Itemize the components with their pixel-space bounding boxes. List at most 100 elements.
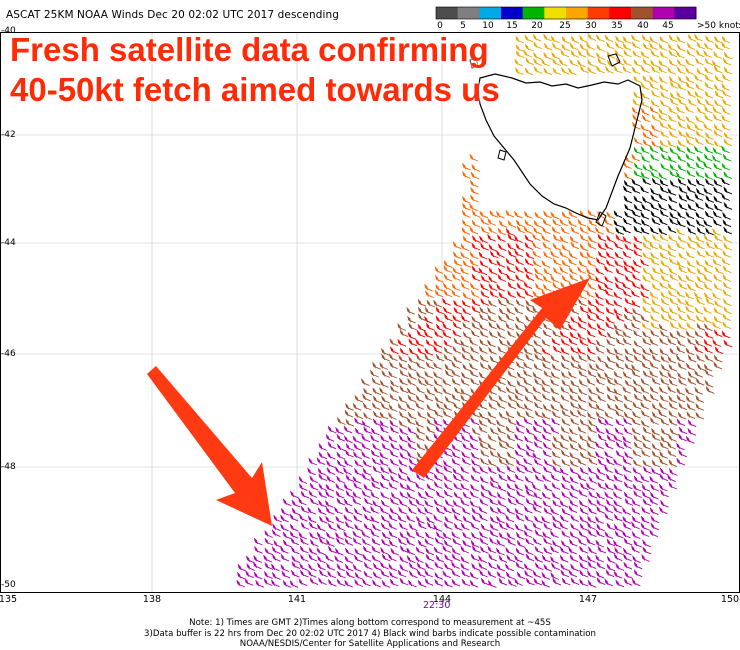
wind-barb [624,172,633,180]
wind-barb [561,43,570,52]
wind-barb [622,282,631,290]
wind-barb [650,49,660,58]
wind-barb [309,475,319,484]
wind-barb [613,65,623,74]
wind-barb [677,412,687,420]
wind-barb [489,497,498,506]
wind-barb [353,451,362,460]
wind-barb [462,531,471,540]
wind-barb [714,300,723,308]
wind-barb [587,307,597,315]
wind-barb [678,378,687,386]
wind-barb [623,427,633,435]
wind-barb [659,506,668,515]
wind-barb [424,499,434,508]
wind-barb [524,234,534,243]
wind-barb [299,563,308,571]
wind-barb [451,361,461,369]
wind-barb [399,564,409,572]
wind-barb [507,538,516,546]
wind-barb [480,217,489,226]
wind-barb [676,345,685,354]
wind-barb [678,202,688,211]
wind-barb [444,499,454,508]
wind-barb [713,218,722,227]
wind-barb [443,489,453,498]
wind-barb [685,138,695,146]
wind-barb [551,562,560,571]
wind-barb [487,339,496,348]
wind-barb [417,313,427,322]
wind-barb [506,507,515,515]
wind-barb [604,418,614,427]
wind-barb [651,283,661,291]
wind-barb [408,322,417,331]
wind-barb [353,443,363,451]
wind-barb [498,412,508,420]
wind-barb [687,428,697,436]
legend-swatch [652,7,675,19]
wind-barb [479,498,489,506]
wind-barb [523,403,533,412]
wind-barb [660,291,670,300]
wind-barb [578,298,587,307]
wind-barb [534,401,543,410]
wind-barb [453,337,463,346]
wind-barb [552,499,562,508]
wind-barb [696,219,705,228]
wind-barb [371,427,380,436]
wind-barb [650,522,660,531]
wind-barb [453,300,462,308]
wind-barb [389,507,399,516]
wind-barb [543,537,552,546]
wind-barb [460,243,470,252]
wind-barb [712,321,721,330]
wind-barb [694,345,703,354]
wind-barb [479,313,488,322]
flinders-island [607,53,621,67]
wind-barb [641,491,651,499]
wind-barb [640,283,649,292]
wind-barb [280,553,290,562]
wind-barb [470,452,480,460]
wind-barb [523,524,533,532]
wind-barb [685,105,694,114]
wind-barb [649,226,659,235]
wind-barb [505,228,515,236]
wind-barb [299,514,308,522]
wind-barb [352,530,362,539]
wind-barb [687,377,697,386]
wind-barb [435,425,445,434]
wind-barb [435,353,445,362]
wind-barb [480,283,489,291]
wind-barb [623,265,633,274]
wind-barb [694,282,704,290]
wind-barb [685,299,694,308]
wind-barb [642,297,651,306]
wind-barb [489,537,498,545]
wind-barb [489,476,499,484]
wind-barb [532,452,542,460]
wind-barb [424,569,434,578]
wind-barb [678,186,688,194]
wind-barb [280,523,289,532]
wind-barb [586,378,596,386]
wind-barb [642,370,652,379]
wind-barb [460,340,469,348]
wind-barb [631,578,641,587]
wind-barb [669,273,678,281]
wind-barb [408,465,418,474]
wind-barb [587,322,597,331]
wind-barb [371,545,381,554]
wind-barb [460,474,469,482]
wind-barb [460,282,470,290]
wind-barb [398,499,408,507]
wind-barb [335,548,344,556]
wind-barb [631,507,641,515]
wind-barb [551,482,561,491]
wind-barb [659,267,669,276]
wind-barb [713,124,723,132]
wind-barb [506,474,516,483]
wind-barb [722,313,732,322]
wind-barb [560,426,570,434]
